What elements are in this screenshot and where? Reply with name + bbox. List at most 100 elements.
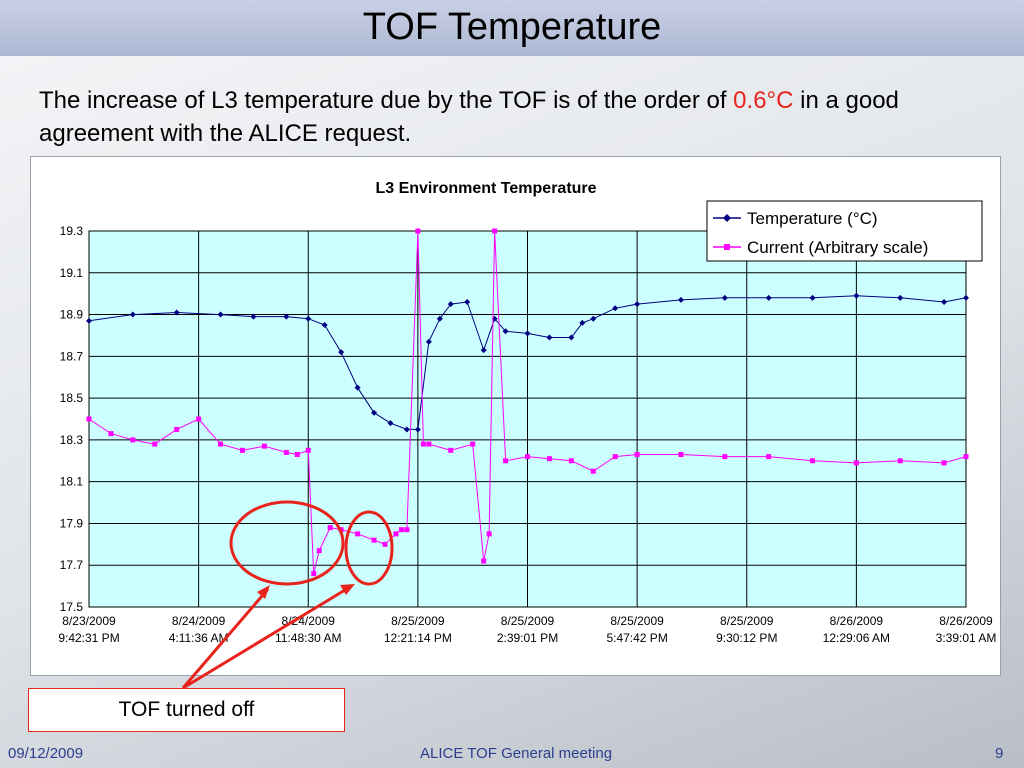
x-tick-label-date: 8/25/2009 [391,614,445,628]
current-point [338,527,344,533]
temperature-point [338,349,345,356]
temperature-point [129,311,136,318]
current-point [853,460,859,466]
body-text-highlight: 0.6°C [733,87,794,114]
chart-title: L3 Environment Temperature [375,180,596,197]
current-point [404,527,410,533]
callout-box: TOF turned off [28,688,345,732]
y-tick-label: 17.5 [60,600,84,614]
current-point [316,548,322,554]
current-point [108,431,114,437]
temperature-series-line [88,295,967,430]
current-point [634,452,640,458]
current-point [448,447,454,453]
temperature-point [502,328,509,335]
temperature-point [425,338,432,345]
chart-svg: 19.3 19.1 18.9 18.7 18.5 18.3 18.1 17.9 17.7 17.5… [58,180,996,645]
current-point [355,531,361,537]
current-point [426,441,432,447]
temperature-point [480,347,487,354]
temperature-point [173,309,180,316]
x-tick-label-time: 9:42:31 PM [58,631,119,645]
current-point [503,458,509,464]
current-point [481,558,487,564]
x-tick-label-date: 8/25/2009 [501,614,555,628]
current-point [492,228,498,234]
current-point [382,541,388,547]
y-tick-label: 18.9 [60,308,84,322]
temperature-point [305,315,312,322]
temperature-point [354,384,361,391]
chart-frame: 19.3 19.1 18.9 18.7 18.5 18.3 18.1 17.9 17.7 17.5… [30,156,1001,676]
y-tick-label: 18.1 [60,475,84,489]
x-tick-label-date: 8/23/2009 [62,614,116,628]
x-tick-label-date: 8/25/2009 [720,614,774,628]
legend-marker-temperature [723,214,731,222]
temperature-point [464,299,471,306]
x-tick-label-time: 2:39:01 PM [497,631,558,645]
temperature-point [414,426,421,433]
current-point [283,449,289,455]
current-point [174,426,180,432]
current-point [897,458,903,464]
temperature-point [546,334,553,341]
x-tick-label-time: 4:11:36 AM [169,631,229,645]
footer-meeting: ALICE TOF General meeting [420,745,613,762]
body-text-part-2: in a good agreement with the ALICE reque… [39,87,899,147]
temperature-point [579,319,586,326]
legend-label: Current (Arbitrary scale) [747,238,928,257]
current-point [239,447,245,453]
slide-title: TOF Temperature [362,6,662,48]
temperature-point [283,313,290,320]
temperature-point [721,294,728,301]
body-text: The increase of L3 temperature due by th… [39,84,999,150]
x-tick-label-date: 8/25/2009 [610,614,664,628]
x-tick-label-time: 12:21:14 PM [384,631,452,645]
temperature-point [897,294,904,301]
temperature-point [634,301,641,308]
current-point [470,441,476,447]
x-tick-label-time: 5:47:42 PM [606,631,667,645]
current-point [678,452,684,458]
x-tick-label-date: 8/24/2009 [282,614,336,628]
title-bar [0,0,1024,56]
temperature-point [387,420,394,427]
legend-label: Temperature (°C) [747,209,878,228]
current-point [398,527,404,533]
temperature-point [963,294,969,301]
temperature-point [250,313,257,320]
y-tick-label: 19.1 [60,266,84,280]
body-text-part-1: The increase of L3 temperature due by th… [39,87,734,114]
legend-box [706,200,983,262]
temperature-point [677,296,684,303]
y-tick-label: 17.7 [60,558,84,572]
current-point [393,531,399,537]
current-point [486,531,492,537]
temperature-point [765,294,772,301]
temperature-point [403,426,410,433]
current-point [612,454,618,460]
current-point [810,458,816,464]
y-tick-label: 18.5 [60,391,84,405]
current-point [420,441,426,447]
temperature-point [447,301,454,308]
temperature-point [524,330,531,337]
current-point [327,525,333,531]
current-point [371,537,377,543]
current-point [86,416,92,422]
current-point [196,416,202,422]
temperature-point [612,305,619,312]
y-tick-label: 19.3 [60,224,84,238]
temperature-point [568,334,575,341]
y-tick-label: 18.3 [60,433,84,447]
x-tick-label-time: 12:29:06 AM [823,631,890,645]
y-tick-label: 17.9 [60,516,84,530]
current-point [261,443,267,449]
current-point [525,454,530,460]
current-point [311,571,317,577]
x-tick-label-time: 11:48:30 AM [275,631,342,645]
x-tick-label-date: 8/24/2009 [172,614,226,628]
current-point [218,441,224,447]
current-point [130,437,136,443]
temperature-point [809,294,816,301]
